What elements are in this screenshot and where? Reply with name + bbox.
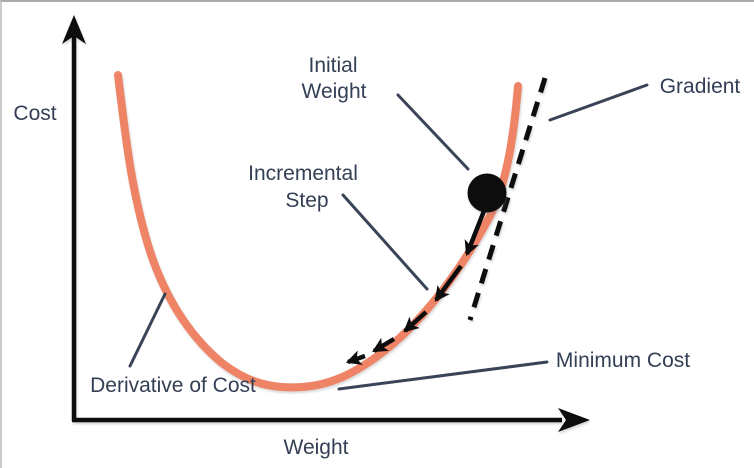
leader-lines bbox=[128, 83, 649, 391]
minimum-cost-leader-line bbox=[337, 360, 549, 391]
weight-axis-label: Weight bbox=[284, 436, 349, 459]
derivative-leader-line bbox=[128, 292, 167, 368]
step-arrow bbox=[372, 337, 396, 353]
x-axis-arrowhead-icon bbox=[558, 408, 590, 432]
initial-weight-leader-line bbox=[396, 93, 470, 171]
incremental-step-label-line2: Step bbox=[285, 189, 328, 212]
incremental-step-leader-line bbox=[341, 193, 429, 291]
gradient-tangent-dashed-line bbox=[467, 77, 548, 321]
cost-curve bbox=[114, 71, 522, 392]
derivative-of-cost-label: Derivative of Cost bbox=[90, 374, 256, 397]
incremental-step-label-line1: Incremental bbox=[248, 162, 358, 185]
axes bbox=[62, 15, 590, 432]
minimum-cost-label: Minimum Cost bbox=[556, 349, 690, 372]
step-arrow bbox=[403, 310, 428, 333]
step-arrow bbox=[464, 210, 487, 257]
incremental-step-arrows bbox=[345, 210, 487, 365]
initial-weight-label-line2: Weight bbox=[302, 80, 367, 103]
initial-weight-label-line1: Initial bbox=[308, 54, 357, 77]
step-arrow bbox=[345, 350, 366, 365]
initial-weight-ball bbox=[467, 173, 507, 213]
step-arrow bbox=[434, 264, 463, 302]
cost-axis-label: Cost bbox=[13, 102, 56, 125]
gradient-label: Gradient bbox=[660, 75, 741, 98]
gradient-leader-line bbox=[548, 83, 649, 122]
y-axis-arrowhead-icon bbox=[62, 15, 86, 44]
